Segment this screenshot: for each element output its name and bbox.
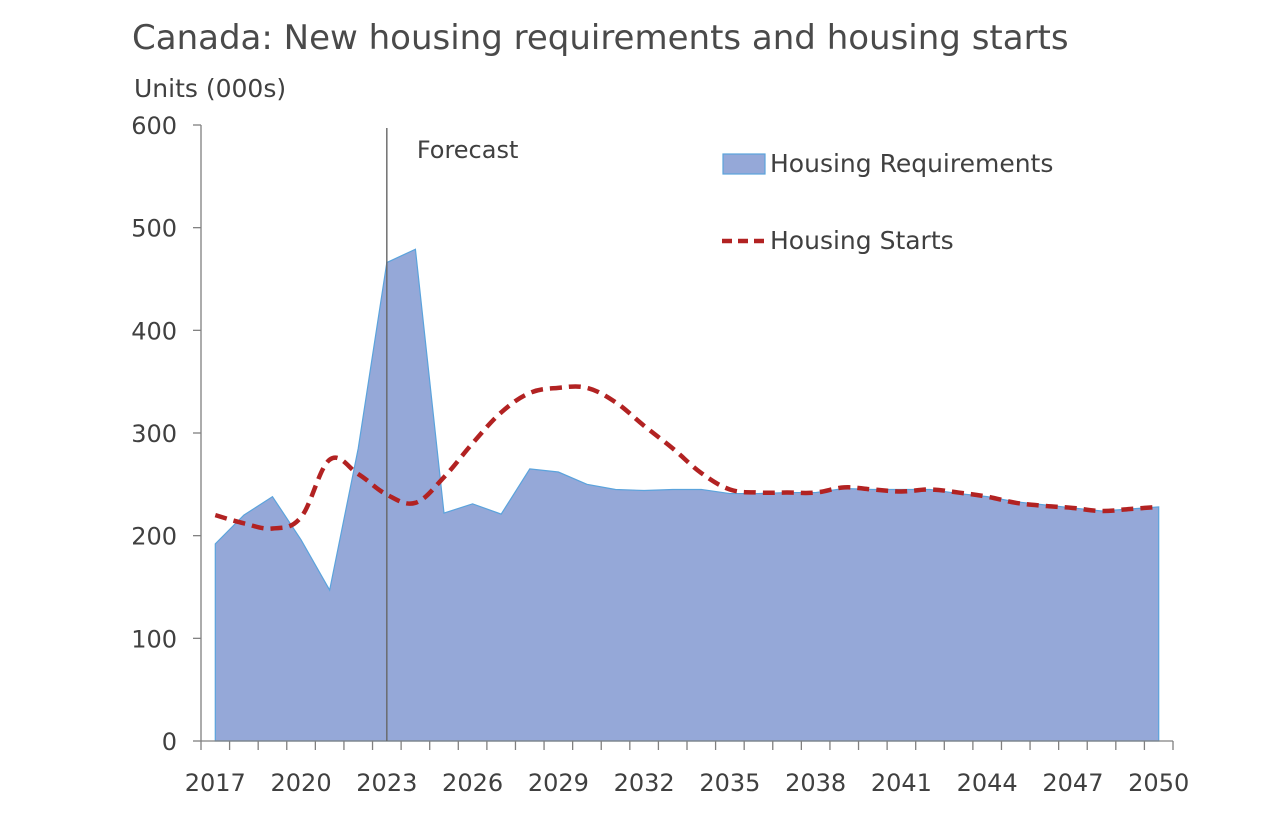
x-tick-label: 2026: [442, 769, 503, 797]
y-axis-unit-label: Units (000s): [134, 74, 287, 103]
x-tick-label: 2047: [1042, 769, 1103, 797]
legend-label-housing-requirements: Housing Requirements: [770, 149, 1053, 178]
x-tick-label: 2035: [699, 769, 760, 797]
x-tick-label: 2041: [871, 769, 932, 797]
x-tick-label: 2023: [356, 769, 417, 797]
y-tick-label: 400: [131, 317, 177, 345]
y-tick-label: 500: [131, 215, 177, 243]
y-tick-label: 100: [131, 625, 177, 653]
annotation-layer: Forecast: [386, 128, 519, 741]
x-tick-label: 2029: [528, 769, 589, 797]
area-layer: [214, 248, 1160, 742]
x-tick-label: 2032: [614, 769, 675, 797]
y-tick-label: 0: [162, 728, 177, 756]
legend: Housing Requirements Housing Starts: [722, 149, 1053, 255]
legend-label-housing-starts: Housing Starts: [770, 226, 954, 255]
legend-swatch-housing-requirements: [722, 153, 766, 175]
x-tick-label: 2050: [1128, 769, 1189, 797]
axes-layer: 0 100 200 300 400 500 600 2017 2020 2023 2026 2029 2…: [131, 112, 1189, 797]
line-layer: [214, 384, 1159, 531]
x-tick-label: 2044: [957, 769, 1018, 797]
forecast-label: Forecast: [417, 136, 519, 164]
y-tick-label: 200: [131, 523, 177, 551]
x-tick-label: 2017: [185, 769, 246, 797]
housing-requirements-area: [214, 248, 1160, 742]
y-tick-label: 300: [131, 420, 177, 448]
y-tick-label: 600: [131, 112, 177, 140]
housing-starts-line: [214, 384, 1159, 531]
x-tick-label: 2038: [785, 769, 846, 797]
x-tick-label: 2020: [271, 769, 332, 797]
chart-title: Canada: New housing requirements and hou…: [132, 18, 1069, 58]
